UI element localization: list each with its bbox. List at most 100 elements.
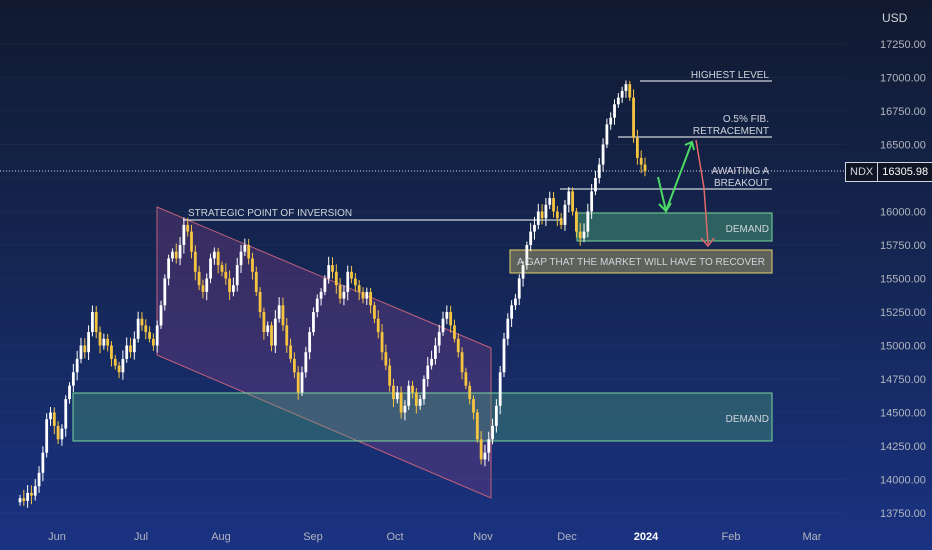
projection-arrow-green xyxy=(657,141,693,215)
candle-body xyxy=(220,265,224,272)
candle-body xyxy=(144,325,148,333)
candle-body xyxy=(304,352,308,373)
candle-body xyxy=(384,352,388,366)
y-tick-label: 16750.00 xyxy=(880,106,926,118)
candle-body xyxy=(205,278,209,292)
candle-body xyxy=(521,265,525,279)
candle-body xyxy=(129,345,132,353)
time-axis[interactable]: Jun Jul Aug Sep Oct Nov Dec 2024 Feb Mar xyxy=(48,531,822,543)
label-demand-lower: DEMAND xyxy=(726,414,769,425)
candle-body xyxy=(56,425,60,440)
x-tick-label: Sep xyxy=(303,531,323,543)
candle-body xyxy=(403,405,407,413)
candle-body xyxy=(33,486,37,496)
candle-body xyxy=(376,318,380,333)
y-tick-label: 15000.00 xyxy=(880,341,926,353)
candle-body xyxy=(91,312,94,333)
candle-body xyxy=(22,498,26,501)
candle-body xyxy=(281,305,285,326)
candle-body xyxy=(395,392,399,400)
candle-body xyxy=(228,278,232,292)
candle-body xyxy=(186,224,190,232)
candle-body xyxy=(285,325,289,346)
candle-body xyxy=(163,278,167,306)
x-tick-label: Dec xyxy=(557,531,577,543)
candle-body xyxy=(201,285,205,292)
candle-body xyxy=(52,412,56,426)
candle-body xyxy=(270,325,273,346)
candle-body xyxy=(643,164,647,172)
price-axis[interactable]: 17250.0017000.0016750.0016500.0016250.00… xyxy=(880,39,926,520)
descending-channel xyxy=(156,206,492,499)
candle-body xyxy=(449,312,453,326)
candle-body xyxy=(536,211,540,225)
candle-body xyxy=(273,318,277,346)
candle-body xyxy=(258,291,262,312)
y-tick-label: 16000.00 xyxy=(880,207,926,219)
candle-body xyxy=(94,312,98,333)
candle-body xyxy=(148,332,151,339)
candle-body xyxy=(178,245,182,259)
y-tick-label: 17000.00 xyxy=(880,73,926,85)
candle-body xyxy=(277,305,281,319)
candle-body xyxy=(350,271,353,279)
candle-body xyxy=(548,198,552,205)
candle-body xyxy=(251,258,254,272)
candle-body xyxy=(430,358,433,366)
candle-body xyxy=(232,285,235,292)
candle-body xyxy=(575,211,578,232)
candle-body xyxy=(312,312,315,333)
candle-body xyxy=(567,191,571,205)
candles xyxy=(18,80,647,508)
candle-body xyxy=(399,392,403,413)
candle-body xyxy=(30,492,33,496)
candle-body xyxy=(26,492,30,501)
candle-body xyxy=(559,218,563,225)
candle-body xyxy=(475,412,479,440)
candle-body xyxy=(361,291,365,299)
candle-body xyxy=(193,251,197,272)
candle-body xyxy=(624,84,628,91)
x-tick-label: Jun xyxy=(48,531,66,543)
candle-body xyxy=(365,291,369,299)
candle-body xyxy=(411,385,414,393)
candle-body xyxy=(506,318,510,339)
candle-body xyxy=(563,204,567,225)
candle-body xyxy=(533,224,536,232)
x-tick-label: Jul xyxy=(134,531,148,543)
candle-body xyxy=(456,338,460,353)
candle-body xyxy=(418,399,422,406)
candle-body xyxy=(41,452,45,473)
candle-body xyxy=(514,298,517,306)
candle-body xyxy=(75,358,79,373)
candle-body xyxy=(502,338,506,373)
y-tick-label: 14250.00 xyxy=(880,441,926,453)
candle-body xyxy=(155,325,159,346)
candle-body xyxy=(300,372,304,393)
candle-body xyxy=(289,345,292,359)
symbol-label: NDX xyxy=(846,163,879,181)
last-price-tag: NDX 16305.98 xyxy=(845,162,932,182)
y-tick-label: 14500.00 xyxy=(880,408,926,420)
candle-body xyxy=(639,157,643,165)
candle-body xyxy=(110,345,113,359)
candle-body xyxy=(517,278,521,299)
candle-body xyxy=(174,251,178,259)
projection-arrow-red xyxy=(695,139,709,245)
candle-body xyxy=(212,251,216,259)
candle-body xyxy=(292,358,296,373)
y-tick-label: 17250.00 xyxy=(880,39,926,51)
candle-body xyxy=(510,305,514,319)
x-tick-label: Mar xyxy=(803,531,822,543)
candle-body xyxy=(262,312,266,333)
candle-body xyxy=(338,285,342,299)
y-tick-label: 16500.00 xyxy=(880,140,926,152)
candle-body xyxy=(578,231,582,239)
candle-body xyxy=(243,245,247,252)
candle-body xyxy=(498,372,502,406)
candle-body xyxy=(224,271,228,279)
x-tick-label: Nov xyxy=(473,531,493,543)
candle-body xyxy=(441,318,445,333)
candle-body xyxy=(209,258,212,279)
